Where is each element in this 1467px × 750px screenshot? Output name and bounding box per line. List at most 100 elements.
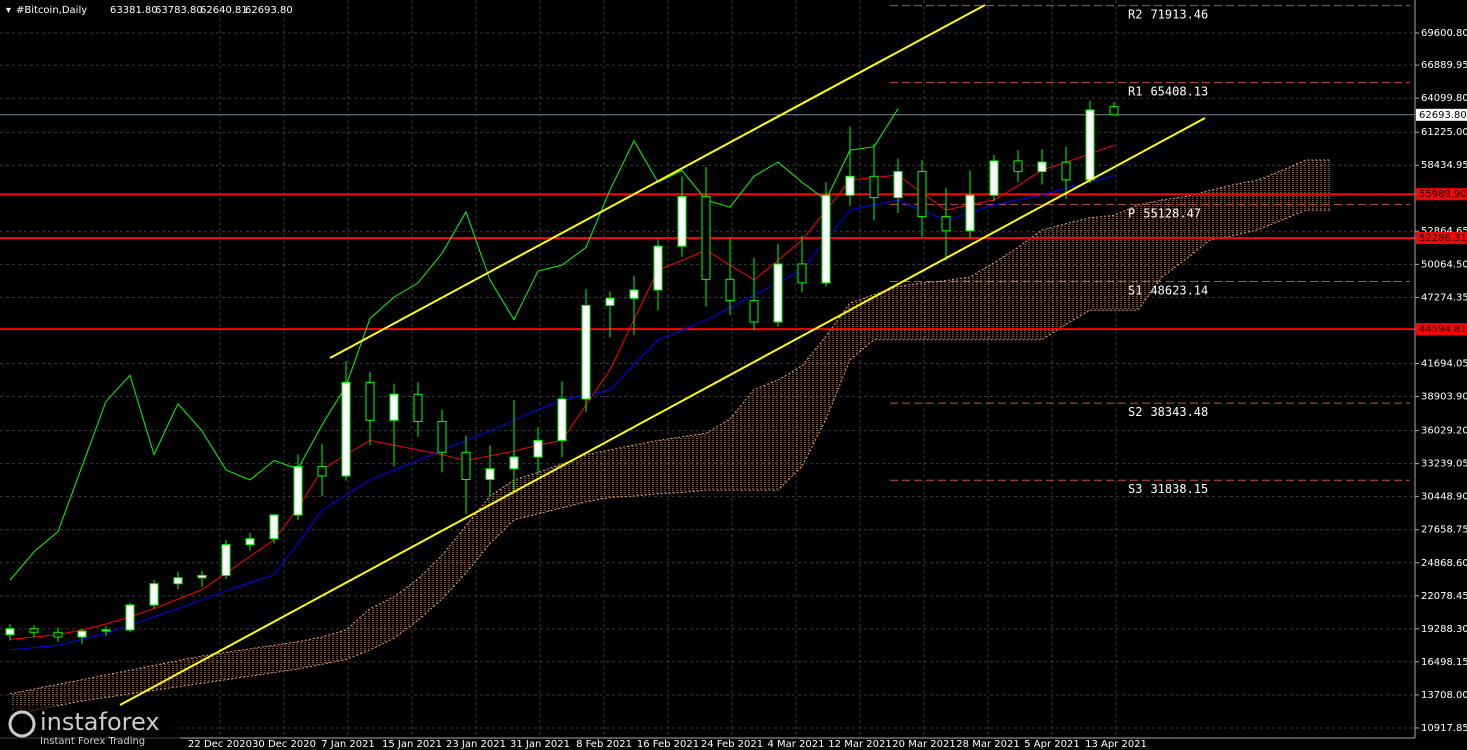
- channel-upper: [329, 4, 986, 359]
- level-tag: [1416, 232, 1467, 245]
- pivot-name: S1: [1128, 283, 1142, 297]
- y-tick-label: 64099.80: [1421, 93, 1467, 104]
- candle-body: [773, 263, 783, 323]
- y-tick-label: 69600.80: [1421, 28, 1467, 39]
- candle-body: [797, 263, 807, 284]
- candle-body: [941, 216, 951, 232]
- candle-body: [413, 393, 423, 422]
- cloud-fill: [10, 159, 1330, 716]
- candle-body: [821, 194, 831, 284]
- candle-body: [1013, 160, 1023, 173]
- pivot-name: R2: [1128, 7, 1142, 21]
- candle-body: [485, 468, 495, 480]
- pivot-label: S3 31838.15: [1128, 482, 1208, 496]
- candle-body: [749, 300, 759, 323]
- y-tick-label: 41694.05: [1421, 359, 1467, 370]
- candle-body: [893, 171, 903, 199]
- candle-body: [341, 381, 351, 477]
- cloud-span-a: [9, 159, 1330, 695]
- watermark-tagline: Instant Forex Trading: [40, 736, 145, 747]
- header-ohlc: 62640.81: [200, 5, 248, 16]
- pivot-name: P: [1128, 206, 1135, 220]
- y-tick-label: 22078.45: [1421, 591, 1467, 602]
- x-tick-label: 13 Apr 2021: [1085, 739, 1147, 750]
- y-tick-label: 36029.20: [1421, 426, 1467, 437]
- cloud-span-b: [9, 209, 1330, 716]
- indicator-line: [9, 108, 899, 581]
- candle-body: [461, 451, 471, 480]
- level-tag: [1416, 323, 1467, 336]
- candle-body: [29, 628, 39, 633]
- y-tick-label: 27658.75: [1421, 525, 1467, 536]
- candle-body: [365, 381, 375, 421]
- pivot-name: S2: [1128, 405, 1142, 419]
- candle-body: [437, 420, 447, 453]
- candle-body: [1085, 109, 1095, 181]
- candle-body: [1109, 106, 1119, 116]
- y-tick-label: 58434.95: [1421, 160, 1467, 171]
- pivot-label: P 55128.47: [1128, 206, 1201, 220]
- x-tick-label: 4 Mar 2021: [767, 739, 824, 750]
- candle-body: [1061, 161, 1071, 181]
- axis-bg: [1415, 0, 1467, 738]
- candle-body: [989, 160, 999, 196]
- candle-body: [677, 195, 687, 247]
- candle-body: [221, 544, 231, 576]
- y-tick-label: 10917.85: [1421, 723, 1467, 734]
- pivot-value: 71913.46: [1150, 7, 1208, 21]
- pivot-label: R2 71913.46: [1128, 7, 1208, 21]
- current-price-tag: [1416, 108, 1467, 121]
- x-tick-label: 30 Dec 2020: [252, 739, 316, 750]
- watermark-logo: [8, 710, 36, 738]
- y-tick-label: 61225.00: [1421, 127, 1467, 138]
- y-tick-label: 33239.05: [1421, 459, 1467, 470]
- candle-body: [5, 628, 15, 636]
- candle-body: [149, 583, 159, 606]
- candle-body: [317, 465, 327, 477]
- pivot-value: 31838.15: [1150, 482, 1208, 496]
- y-tick-label: 19288.30: [1421, 624, 1467, 635]
- current-price-label: 62693.80: [1419, 110, 1467, 121]
- pivot-label: R1 65408.13: [1128, 84, 1208, 98]
- level-label: 55989.90: [1419, 189, 1467, 200]
- header-ohlc: 62693.80: [245, 5, 293, 16]
- candle-body: [725, 278, 735, 302]
- header-ohlc: 63381.80: [110, 5, 158, 16]
- x-tick-label: 31 Jan 2021: [510, 739, 570, 750]
- candle-body: [605, 297, 615, 306]
- candle-body: [173, 577, 183, 585]
- candle-body: [917, 171, 927, 218]
- y-tick-label: 47274.35: [1421, 292, 1467, 303]
- pivot-value: 38343.48: [1150, 405, 1208, 419]
- x-tick-label: 7 Jan 2021: [321, 739, 375, 750]
- candle-body: [197, 574, 207, 579]
- candle-body: [845, 175, 855, 196]
- candle-body: [293, 465, 303, 516]
- pivot-value: 55128.47: [1143, 206, 1201, 220]
- y-tick-label: 52864.65: [1421, 226, 1467, 237]
- candle-body: [101, 629, 111, 632]
- x-tick-label: 20 Mar 2021: [892, 739, 955, 750]
- pivot-name: R1: [1128, 84, 1142, 98]
- candle-body: [629, 289, 639, 299]
- pivot-value: 48623.14: [1150, 283, 1208, 297]
- candle-body: [869, 175, 879, 199]
- y-tick-label: 30448.90: [1421, 492, 1467, 503]
- y-tick-label: 24868.60: [1421, 558, 1467, 569]
- candle-body: [509, 456, 519, 470]
- x-tick-label: 5 Apr 2021: [1024, 739, 1079, 750]
- x-tick-label: 24 Feb 2021: [701, 739, 763, 750]
- pivot-name: S3: [1128, 482, 1142, 496]
- x-tick-label: 12 Mar 2021: [828, 739, 891, 750]
- header-symbol: #Bitcoin,Daily: [16, 5, 87, 16]
- x-tick-label: 8 Feb 2021: [576, 739, 632, 750]
- candle-body: [557, 398, 567, 441]
- header-ohlc: 63783.80: [155, 5, 203, 16]
- pivot-value: 65408.13: [1150, 84, 1208, 98]
- candle-body: [53, 631, 63, 638]
- watermark: instaforex Instant Forex Trading: [0, 706, 180, 750]
